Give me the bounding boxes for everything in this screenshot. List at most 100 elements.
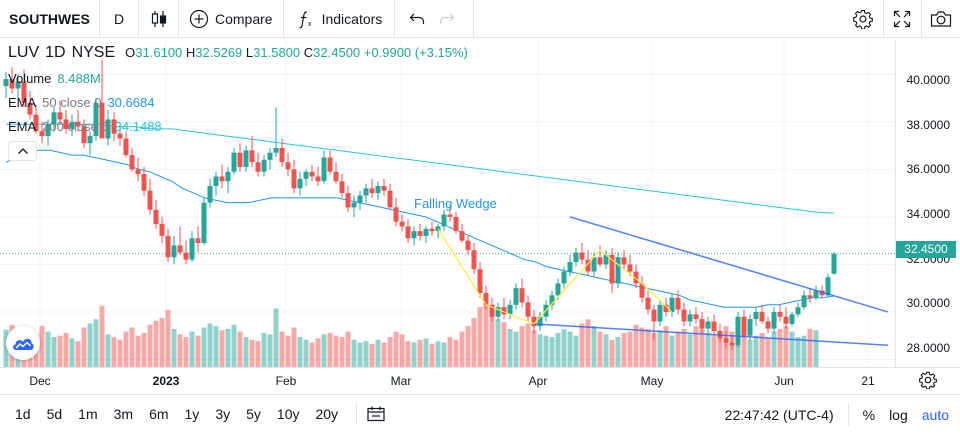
volume-bar — [615, 337, 621, 367]
price-axis[interactable]: 40.0000 38.0000 36.0000 34.0000 32.0000 … — [895, 39, 960, 367]
volume-bar — [753, 335, 759, 367]
volume-bar — [531, 330, 537, 367]
range-3m[interactable]: 3m — [113, 406, 134, 422]
range-3y[interactable]: 3y — [215, 406, 231, 422]
volume-bar — [351, 339, 357, 367]
range-1y[interactable]: 1y — [184, 406, 200, 422]
price-tick: 40.0000 — [906, 73, 950, 87]
log-toggle[interactable]: log — [889, 406, 908, 423]
indicators-button[interactable]: x Indicators — [284, 0, 396, 38]
clock-label[interactable]: 22:47:42 (UTC-4) — [724, 406, 834, 423]
time-axis[interactable]: Dec 2023 Feb Mar Apr May Jun 21 — [0, 367, 960, 393]
range-1d[interactable]: 1d — [15, 406, 31, 422]
candle-body — [249, 150, 255, 163]
volume-bar — [381, 342, 387, 367]
falling-wedge-label[interactable]: Falling Wedge — [414, 196, 497, 211]
volume-bar — [255, 341, 261, 367]
fullscreen-button[interactable] — [883, 0, 919, 38]
ema50-params: 50 close 0 — [42, 94, 102, 110]
percent-toggle[interactable]: % — [862, 406, 876, 423]
bb-divider — [847, 403, 849, 426]
candle-body — [411, 231, 417, 239]
candle-body — [609, 254, 615, 284]
volume-bar — [741, 334, 747, 367]
tradingview-logo-button[interactable] — [6, 326, 40, 360]
volume-bar — [495, 319, 501, 367]
axis-settings-button[interactable] — [918, 371, 938, 390]
volume-value: 8.488M — [57, 70, 101, 86]
auto-toggle[interactable]: auto — [921, 406, 949, 423]
volume-bar — [501, 322, 507, 367]
candle-body — [297, 178, 303, 189]
range-1m[interactable]: 1m — [78, 406, 98, 422]
candle-body — [567, 262, 573, 272]
legend-ema50[interactable]: EMA 50 close 0 30.6684 — [8, 90, 468, 114]
candle-body — [741, 316, 747, 336]
legend-main-series[interactable]: LUV 1D NYSE O31.6100 H32.5269 L31.5800 C… — [8, 44, 468, 66]
volume-bar — [123, 331, 129, 367]
time-tick: Jun — [774, 374, 794, 388]
range-5y[interactable]: 5y — [246, 406, 261, 422]
go-to-date-icon[interactable] — [367, 406, 385, 422]
candle-body — [639, 283, 645, 298]
settings-button[interactable] — [845, 0, 881, 38]
volume-bar — [657, 330, 663, 367]
legend-volume[interactable]: Volume 8.488M — [8, 66, 468, 90]
volume-bar — [273, 308, 279, 367]
volume-bar — [297, 337, 303, 367]
candle-body — [141, 174, 147, 191]
candle-body — [375, 185, 381, 194]
undo-icon[interactable] — [409, 12, 425, 26]
volume-bar — [177, 334, 183, 367]
volume-bar — [789, 331, 795, 367]
symbol-search-button[interactable]: SOUTHWES — [0, 0, 100, 38]
volume-bar — [525, 323, 531, 367]
candle-body — [207, 185, 213, 203]
candle-body — [477, 269, 483, 293]
range-10y[interactable]: 10y — [276, 406, 300, 422]
volume-bar — [165, 309, 171, 367]
volume-bar — [441, 342, 447, 367]
candle-body — [15, 81, 21, 89]
volume-bar — [291, 327, 297, 367]
candle-body — [159, 224, 165, 236]
chart-type-button[interactable] — [139, 0, 179, 38]
volume-bar — [387, 337, 393, 367]
candle-body — [645, 297, 651, 310]
volume-bar — [477, 307, 483, 367]
time-tick: 21 — [861, 374, 875, 388]
legend-collapse-button[interactable] — [8, 141, 37, 161]
price-tick: 34.0000 — [906, 207, 950, 221]
compare-label: Compare — [215, 10, 273, 27]
candle-body — [3, 79, 9, 87]
volume-bar — [585, 319, 591, 367]
range-6m[interactable]: 6m — [149, 406, 169, 422]
redo-icon[interactable] — [439, 12, 455, 26]
interval-button[interactable]: D — [100, 0, 139, 38]
camera-icon — [930, 11, 952, 27]
compare-button[interactable]: Compare — [179, 0, 284, 38]
volume-bar — [777, 328, 783, 367]
candle-body — [405, 226, 411, 239]
snapshot-button[interactable] — [921, 0, 960, 38]
volume-bar — [105, 334, 111, 367]
candle-body — [777, 311, 783, 317]
legend-ohlc: O31.6100 H32.5269 L31.5800 C32.4500 +0.9… — [125, 45, 468, 60]
range-5d[interactable]: 5d — [46, 406, 63, 422]
volume-bar — [129, 327, 135, 367]
legend-ema200[interactable]: EMA 200 close 0 34.1488 — [8, 114, 468, 138]
candle-body — [669, 297, 675, 312]
volume-bar — [603, 334, 609, 367]
price-tick: 36.0000 — [906, 162, 950, 176]
candle-body — [789, 314, 795, 324]
fullscreen-icon — [893, 10, 910, 28]
volume-bar — [555, 332, 561, 367]
volume-bar — [435, 341, 441, 367]
volume-bar — [573, 335, 579, 367]
legend-open: 31.6100 — [135, 45, 183, 60]
range-20y[interactable]: 20y — [315, 406, 339, 422]
volume-bar — [795, 337, 801, 367]
candle-body — [531, 316, 537, 327]
volume-bar — [201, 327, 207, 367]
candle-body — [501, 307, 507, 315]
